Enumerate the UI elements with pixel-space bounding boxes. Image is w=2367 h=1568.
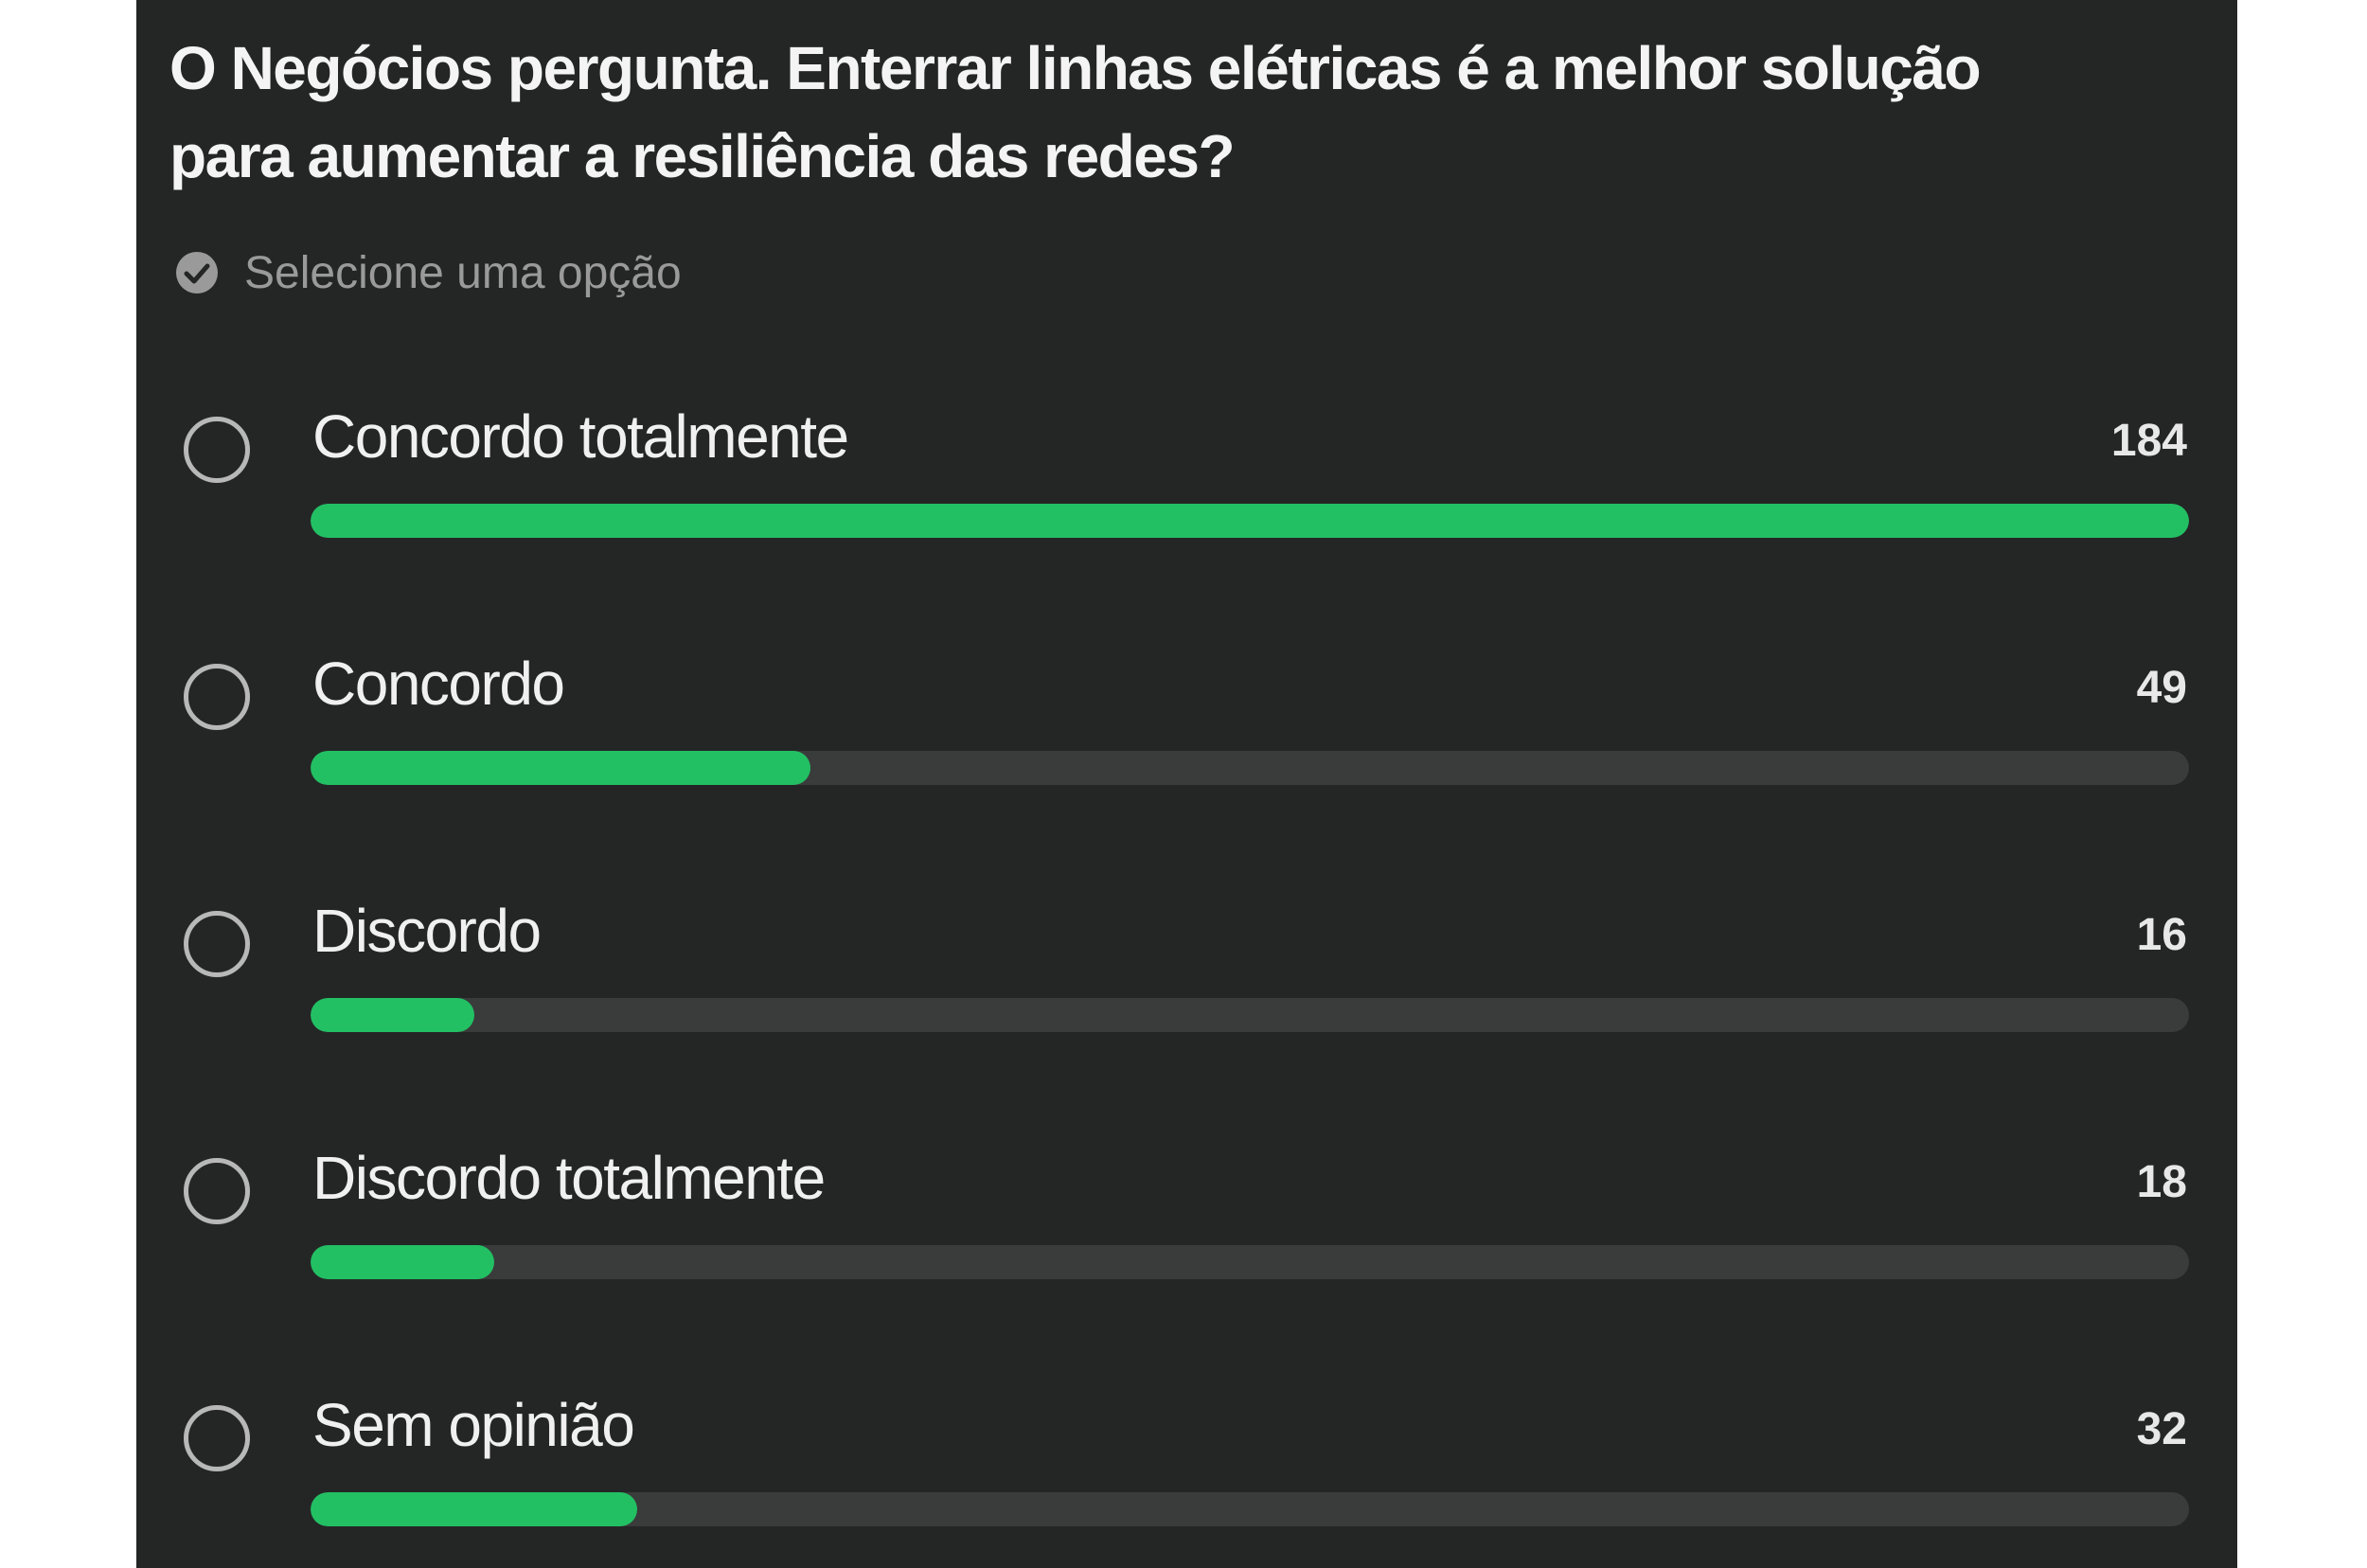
vote-count: 184 xyxy=(2110,416,2187,466)
poll-panel: O Negócios pergunta. Enterrar linhas elé… xyxy=(136,0,2237,1568)
vote-bar xyxy=(311,1245,495,1279)
check-icon xyxy=(176,252,218,294)
bar-track xyxy=(311,998,2189,1032)
option-label[interactable]: Concordo xyxy=(312,650,565,718)
option-label[interactable]: Sem opinião xyxy=(312,1391,635,1459)
radio-button[interactable] xyxy=(184,1158,250,1224)
vote-count: 18 xyxy=(2136,1157,2187,1207)
vote-bar xyxy=(311,998,474,1032)
bar-track xyxy=(311,1245,2189,1279)
instruction-text: Selecione uma opção xyxy=(244,247,682,298)
radio-button[interactable] xyxy=(184,1405,250,1471)
bar-track xyxy=(311,1492,2189,1526)
poll-instruction: Selecione uma opção xyxy=(174,246,682,299)
radio-button[interactable] xyxy=(184,911,250,977)
bar-track xyxy=(311,751,2189,785)
vote-count: 49 xyxy=(2136,663,2187,713)
vote-bar xyxy=(311,751,811,785)
radio-button[interactable] xyxy=(184,664,250,730)
vote-count: 32 xyxy=(2136,1404,2187,1454)
vote-bar xyxy=(311,1492,638,1526)
bar-track xyxy=(311,504,2189,538)
vote-bar xyxy=(311,504,2189,538)
poll-question: O Negócios pergunta. Enterrar linhas elé… xyxy=(169,34,1982,190)
option-label[interactable]: Discordo xyxy=(312,897,542,965)
radio-button[interactable] xyxy=(184,417,250,483)
vote-count: 16 xyxy=(2136,910,2187,960)
option-label[interactable]: Concordo totalmente xyxy=(312,402,849,471)
option-label[interactable]: Discordo totalmente xyxy=(312,1144,826,1212)
